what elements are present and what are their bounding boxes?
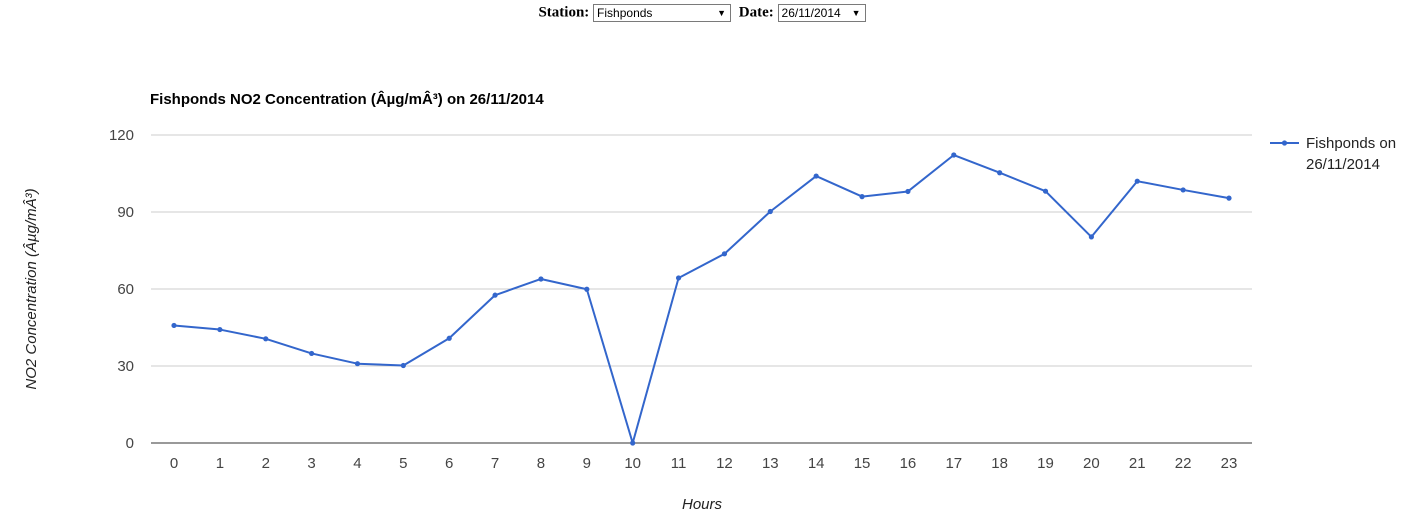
station-select-value: Fishponds xyxy=(597,6,653,20)
data-point xyxy=(309,350,315,357)
series-group xyxy=(171,152,1232,446)
x-tick-label: 23 xyxy=(1221,455,1238,472)
x-tick-label: 0 xyxy=(170,455,178,472)
data-point xyxy=(675,275,682,281)
x-tick-label: 21 xyxy=(1129,455,1146,472)
y-tick-label: 60 xyxy=(117,281,134,298)
legend-label: Fishponds on xyxy=(1306,135,1396,152)
data-point xyxy=(1180,187,1186,193)
station-select[interactable]: Fishponds ▼ xyxy=(593,4,732,22)
x-tick-label: 18 xyxy=(991,455,1008,472)
data-point xyxy=(813,173,819,179)
x-axis-title: Hours xyxy=(682,496,723,513)
y-axis-ticks: 0 30 60 90 120 xyxy=(109,127,134,452)
data-point xyxy=(217,326,223,333)
data-point xyxy=(354,361,361,367)
data-point xyxy=(1226,195,1232,201)
x-tick-label: 6 xyxy=(445,455,453,472)
x-tick-label: 9 xyxy=(583,455,591,472)
data-point xyxy=(1088,234,1094,240)
x-tick-label: 15 xyxy=(854,455,871,472)
x-tick-label: 7 xyxy=(491,455,499,472)
data-point xyxy=(492,292,498,298)
data-point xyxy=(538,276,544,282)
x-tick-label: 19 xyxy=(1037,455,1054,472)
data-point xyxy=(263,336,269,342)
y-tick-label: 0 xyxy=(126,435,134,452)
chart-title: Fishponds NO2 Concentration (Âµg/mÂ³) on… xyxy=(150,91,544,108)
dropdown-arrow-icon: ▼ xyxy=(717,8,727,18)
legend-swatch-point xyxy=(1281,140,1288,146)
x-tick-label: 5 xyxy=(399,455,407,472)
station-label: Station: xyxy=(538,4,590,21)
x-tick-label: 17 xyxy=(945,455,962,472)
data-point xyxy=(859,194,865,200)
data-point xyxy=(767,208,773,215)
y-tick-label: 120 xyxy=(109,127,134,144)
x-tick-label: 22 xyxy=(1175,455,1192,472)
y-tick-label: 30 xyxy=(117,358,134,375)
x-tick-label: 10 xyxy=(624,455,641,472)
x-tick-label: 8 xyxy=(537,455,545,472)
series-line xyxy=(173,154,1230,444)
x-tick-label: 16 xyxy=(900,455,917,472)
y-tick-label: 90 xyxy=(117,204,134,221)
date-label: Date: xyxy=(738,4,774,21)
data-point xyxy=(171,322,177,329)
data-point xyxy=(630,440,636,446)
date-select[interactable]: 26/11/2014 ▼ xyxy=(777,4,866,22)
controls-bar: Station: Fishponds ▼ Date: 26/11/2014 ▼ xyxy=(0,4,1408,22)
data-point xyxy=(721,251,728,257)
dropdown-arrow-icon: ▼ xyxy=(851,8,861,18)
data-point xyxy=(997,170,1003,176)
y-axis-title: NO2 Concentration (Âµg/mÂ³) xyxy=(23,188,40,389)
x-tick-label: 3 xyxy=(307,455,315,472)
legend: Fishponds on 26/11/2014 xyxy=(1270,135,1396,173)
data-point xyxy=(400,362,406,369)
x-axis-ticks: 0 1 2 3 4 5 6 7 8 9 10 11 12 13 14 15 16 17 18 19 20 21 22 23 xyxy=(170,455,1238,472)
x-tick-label: 14 xyxy=(808,455,825,472)
data-point xyxy=(1042,188,1049,194)
x-tick-label: 1 xyxy=(216,455,224,472)
gridlines xyxy=(151,134,1252,367)
date-select-value: 26/11/2014 xyxy=(781,6,841,20)
x-tick-label: 4 xyxy=(353,455,361,472)
x-tick-label: 11 xyxy=(671,455,687,472)
x-tick-label: 20 xyxy=(1083,455,1100,472)
x-tick-label: 13 xyxy=(762,455,779,472)
data-point xyxy=(1134,178,1140,184)
x-tick-label: 2 xyxy=(262,455,270,472)
data-point xyxy=(446,335,452,341)
legend-label: 26/11/2014 xyxy=(1306,156,1380,173)
data-point xyxy=(905,188,911,195)
x-tick-label: 12 xyxy=(716,455,733,472)
data-point xyxy=(584,286,590,292)
data-point xyxy=(951,152,957,158)
